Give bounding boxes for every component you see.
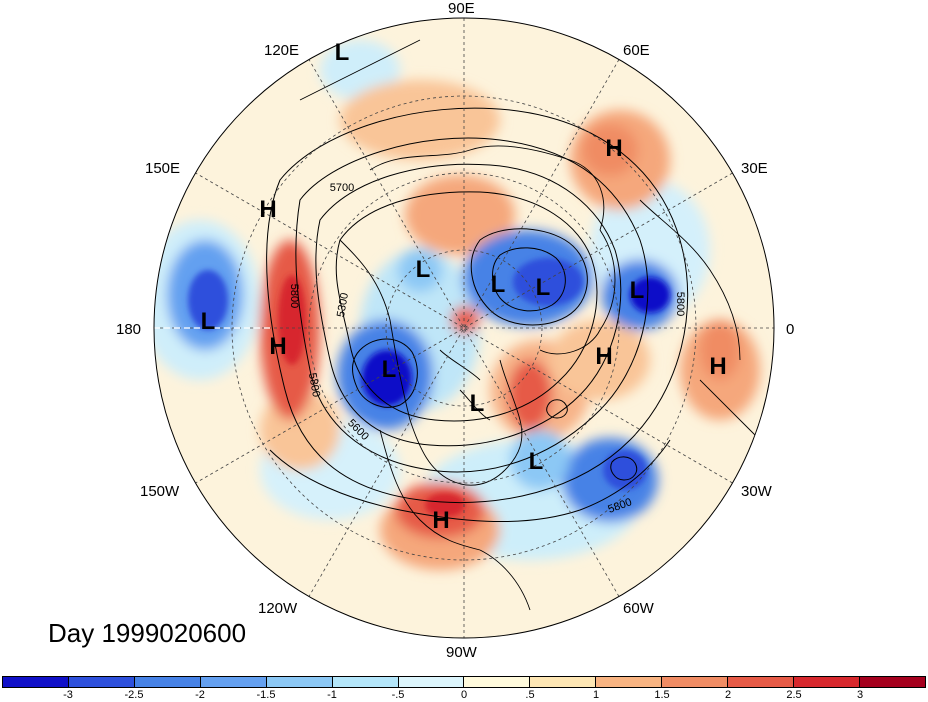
- colorbar-tick-label: -.5: [391, 689, 405, 701]
- low-center: L: [381, 356, 397, 383]
- lon-label-90w: 90W: [446, 644, 477, 661]
- colorbar-cell: [398, 677, 465, 687]
- colorbar-cell: [728, 677, 795, 687]
- lon-label-120w: 120W: [258, 600, 298, 617]
- colorbar-cell: [68, 677, 135, 687]
- low-center: L: [200, 308, 216, 335]
- low-center: L: [415, 256, 431, 283]
- colorbar-cell: [530, 677, 597, 687]
- map-border: [153, 17, 775, 639]
- lon-label-150e: 150E: [145, 160, 181, 177]
- colorbar-cell: [464, 677, 531, 687]
- low-center: L: [535, 274, 551, 301]
- lon-label-30w: 30W: [741, 483, 772, 500]
- colorbar-tick-label: -1: [327, 689, 337, 701]
- lon-label-150w: 150W: [140, 483, 180, 500]
- colorbar-tick-label: 2.5: [786, 689, 802, 701]
- colorbar-tick-label: .5: [525, 689, 535, 701]
- colorbar-cell: [266, 677, 333, 687]
- high-center: H: [432, 507, 450, 534]
- colorbar-cell: [332, 677, 399, 687]
- lon-label-30e: 30E: [741, 160, 768, 177]
- colorbar-tick-label: -3: [63, 689, 73, 701]
- lon-label-90e: 90E: [448, 0, 475, 17]
- anomaly-field: [154, 18, 774, 638]
- low-center: L: [490, 271, 506, 298]
- height-contours: [266, 107, 689, 523]
- colorbar-tick-label: 3: [856, 689, 864, 701]
- colorbar-cell: [596, 677, 663, 687]
- colorbar-cell: [134, 677, 201, 687]
- lon-label-180: 180: [116, 321, 142, 338]
- high-center: H: [259, 196, 277, 223]
- colorbar-cell: [859, 677, 925, 687]
- colorbar-tick-label: -1.5: [256, 689, 276, 701]
- lon-label-120e: 120E: [264, 42, 300, 59]
- colorbar-tick-label: 0: [460, 689, 468, 701]
- contour-label: 5800: [288, 283, 300, 309]
- colorbar-cell: [662, 677, 729, 687]
- colorbar: [2, 676, 926, 688]
- colorbar-cell: [200, 677, 267, 687]
- coastlines: [299, 39, 761, 611]
- low-center: L: [334, 39, 350, 66]
- lon-label-60e: 60E: [623, 42, 650, 59]
- colorbar-cell: [3, 677, 69, 687]
- colorbar-tick-label: -2: [195, 689, 205, 701]
- high-center: H: [269, 333, 287, 360]
- lon-label-60w: 60W: [623, 600, 654, 617]
- colorbar-tick-label: -2.5: [124, 689, 144, 701]
- contour-label: 5700: [329, 182, 355, 194]
- low-center: L: [629, 277, 645, 304]
- high-center: H: [595, 343, 613, 370]
- colorbar-tick-label: 2: [724, 689, 732, 701]
- contour-label: 5800: [674, 291, 686, 317]
- low-center: L: [469, 390, 485, 417]
- high-center: H: [709, 353, 727, 380]
- colorbar-cell: [794, 677, 860, 687]
- high-center: H: [605, 135, 623, 162]
- colorbar-tick-label: 1: [592, 689, 600, 701]
- colorbar-tick-label: 1.5: [654, 689, 670, 701]
- day-label: Day 1999020600: [48, 618, 247, 648]
- low-center: L: [528, 448, 544, 475]
- lon-label-0: 0: [786, 321, 795, 338]
